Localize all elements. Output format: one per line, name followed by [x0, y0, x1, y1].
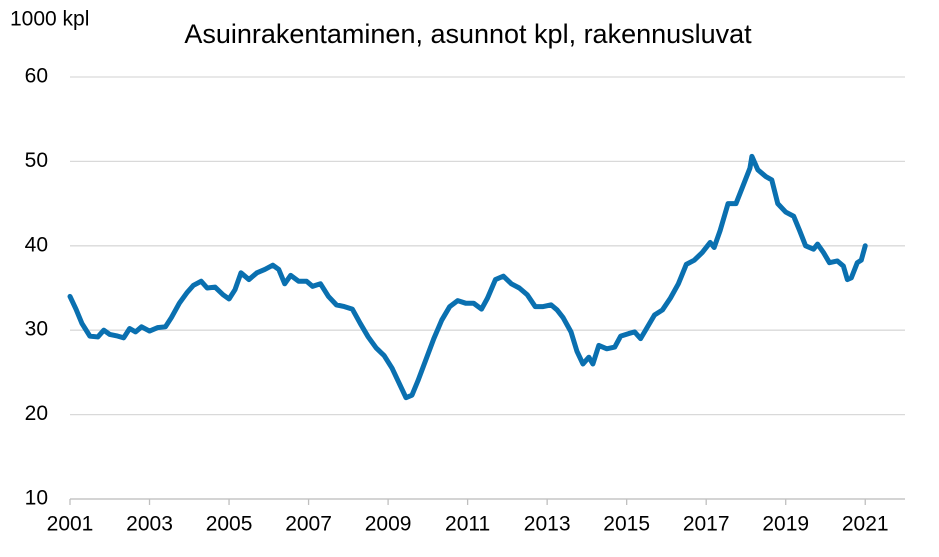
x-tick-label: 2019	[762, 513, 809, 536]
y-tick-label: 50	[25, 149, 48, 172]
y-tick-label: 30	[25, 318, 48, 341]
y-axis-label: 1000 kpl	[10, 8, 89, 31]
y-tick-label: 40	[25, 233, 48, 256]
x-tick-label: 2017	[683, 513, 730, 536]
y-tick-label: 20	[25, 402, 48, 425]
x-tick-label: 2015	[603, 513, 650, 536]
x-tick-label: 2011	[445, 513, 490, 536]
x-tick-label: 2001	[47, 513, 94, 536]
x-tick-label: 2013	[524, 513, 571, 536]
x-tick-label: 2021	[842, 513, 889, 536]
chart-title: Asuinrakentaminen, asunnot kpl, rakennus…	[184, 19, 752, 49]
x-tick-label: 2005	[206, 513, 253, 536]
y-tick-label: 10	[25, 487, 48, 510]
x-tick-label: 2009	[365, 513, 412, 536]
x-tick-label: 2007	[285, 513, 332, 536]
y-tick-label: 60	[25, 65, 48, 88]
data-line	[67, 153, 868, 401]
x-tick-label: 2003	[126, 513, 173, 536]
